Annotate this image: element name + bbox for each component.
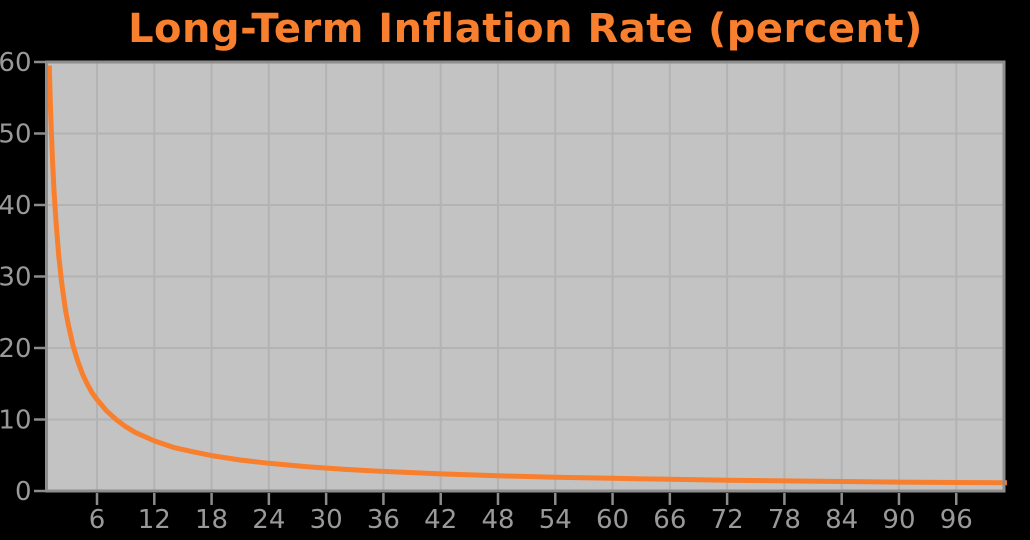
- x-tick-label: 30: [310, 505, 343, 535]
- x-tick-label: 12: [138, 505, 171, 535]
- x-tick-label: 18: [195, 505, 228, 535]
- x-tick-label: 36: [367, 505, 400, 535]
- x-tick-label: 42: [424, 505, 457, 535]
- y-tick-label: 30: [0, 263, 32, 293]
- x-tick-label: 78: [768, 505, 801, 535]
- x-tick-label: 90: [882, 505, 915, 535]
- x-tick-label: 66: [653, 505, 686, 535]
- x-tick-label: 84: [825, 505, 858, 535]
- y-tick-label: 20: [0, 334, 32, 364]
- y-tick-label: 0: [15, 477, 32, 507]
- x-tick-label: 24: [252, 505, 285, 535]
- plot-border: [45, 60, 1006, 493]
- y-tick-label: 10: [0, 406, 32, 436]
- y-tick-label: 60: [0, 48, 32, 78]
- inflation-rate-curve: [46, 65, 1007, 486]
- x-tick-label: 54: [539, 505, 572, 535]
- x-tick-label: 6: [89, 505, 106, 535]
- x-tick-label: 60: [596, 505, 629, 535]
- x-tick-label: 72: [711, 505, 744, 535]
- y-tick-label: 50: [0, 120, 32, 150]
- x-tick-label: 96: [940, 505, 973, 535]
- chart-title: Long-Term Inflation Rate (percent): [128, 6, 923, 52]
- x-tick-label: 48: [481, 505, 514, 535]
- y-tick-label: 40: [0, 191, 32, 221]
